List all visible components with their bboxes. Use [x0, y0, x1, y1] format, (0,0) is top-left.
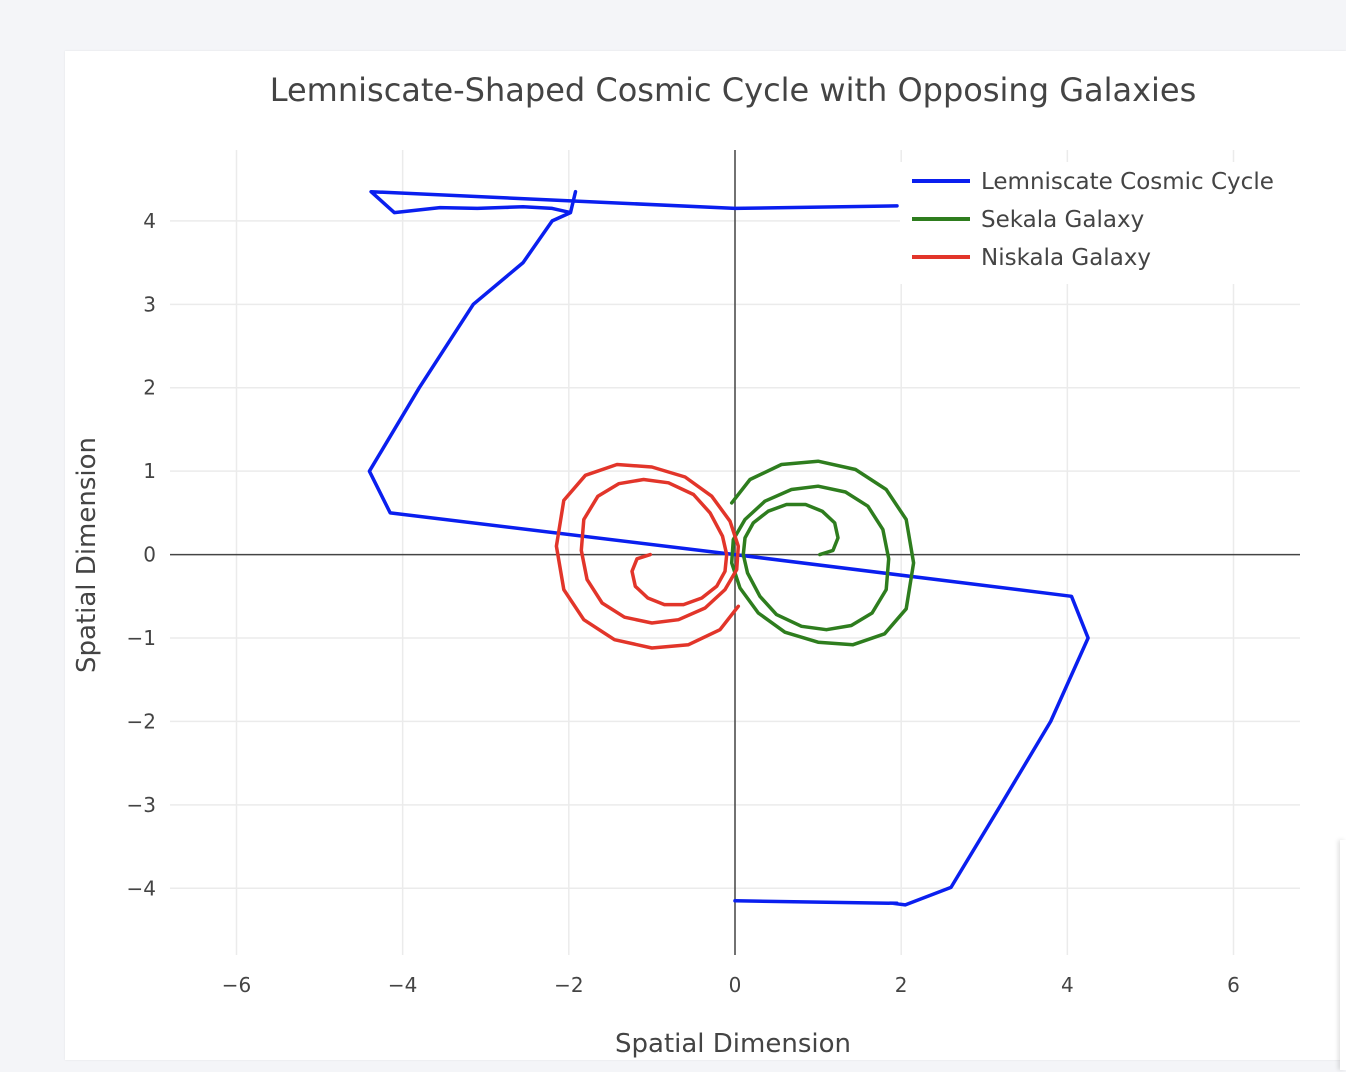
y-tick-label: 2 [143, 376, 156, 400]
y-tick-label: −2 [127, 709, 156, 733]
x-axis-ticks: −6 −4 −2 0 2 4 6 [222, 973, 1240, 997]
y-tick-label: −1 [127, 626, 156, 650]
y-tick-label: −4 [127, 876, 156, 900]
legend-entry[interactable]: Sekala Galaxy [981, 207, 1144, 233]
side-panel-edge [1340, 840, 1346, 1070]
series-group [367, 189, 1090, 907]
x-axis-title: Spatial Dimension [615, 1029, 851, 1059]
y-tick-label: 3 [143, 292, 156, 316]
series-line-3 [554, 462, 741, 650]
x-tick-label: −6 [222, 973, 251, 997]
series-line-2 [729, 459, 916, 647]
series-line-1 [367, 189, 1090, 907]
x-tick-label: 4 [1061, 973, 1074, 997]
y-axis-title: Spatial Dimension [72, 437, 102, 673]
x-tick-label: 2 [895, 973, 908, 997]
y-tick-label: −3 [127, 793, 156, 817]
legend[interactable]: Lemniscate Cosmic Cycle Sekala Galaxy Nisk… [900, 162, 1300, 284]
y-tick-label: 4 [143, 209, 156, 233]
x-tick-label: 0 [729, 973, 742, 997]
x-tick-label: 6 [1227, 973, 1240, 997]
y-tick-label: 0 [143, 543, 156, 567]
legend-entry[interactable]: Niskala Galaxy [981, 245, 1151, 271]
legend-entry[interactable]: Lemniscate Cosmic Cycle [981, 169, 1274, 195]
x-tick-label: −4 [388, 973, 417, 997]
chart-title: Lemniscate-Shaped Cosmic Cycle with Oppo… [270, 71, 1197, 109]
x-tick-label: −2 [554, 973, 583, 997]
y-axis-ticks: −4 −3 −2 −1 0 1 2 3 4 [127, 209, 156, 900]
y-tick-label: 1 [143, 459, 156, 483]
